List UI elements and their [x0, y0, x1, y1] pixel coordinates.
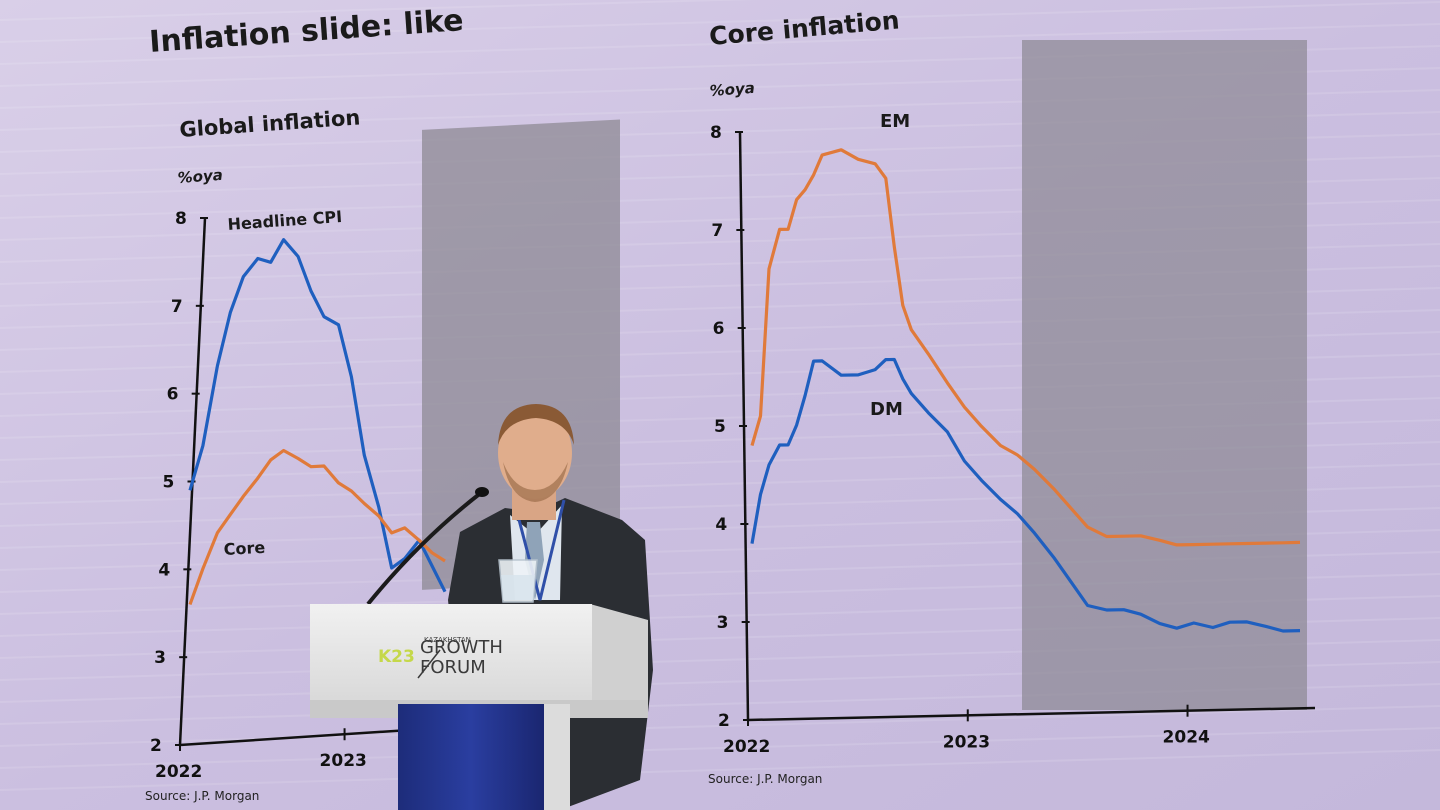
forum-logo-slash — [417, 649, 441, 679]
core-inflation-chart: Core inflation %oya EM DM Source: J.P. M… — [708, 5, 1316, 786]
podium-top — [310, 604, 592, 706]
y-tick-label: 8 — [175, 209, 187, 229]
water-glass — [498, 559, 538, 603]
forum-logo-prefix: K23 — [378, 647, 415, 667]
x-axis — [747, 706, 1316, 722]
podium-base — [398, 704, 544, 810]
series-line-headline-cpi — [188, 238, 447, 593]
y-tick-label: 5 — [714, 417, 726, 437]
speaker-head — [498, 407, 572, 499]
scanline — [0, 727, 1440, 769]
microphone — [366, 487, 489, 606]
podium: K23 KAZAKHSTAN GROWTH FORUM — [310, 604, 648, 810]
microphone-stem — [366, 490, 484, 606]
series-label-dm: DM — [870, 399, 903, 420]
y-tick-label: 8 — [710, 123, 722, 143]
scanline — [0, 0, 757, 21]
y-tick-label: 7 — [171, 297, 183, 317]
series-line-dm — [750, 357, 1301, 633]
series-label-em: EM — [880, 111, 910, 132]
y-tick-label: 3 — [154, 648, 166, 668]
forum-logo-kazakhstan: KAZAKHSTAN — [424, 636, 471, 644]
x-tick-label: 2023 — [320, 751, 367, 771]
chart-source: Source: J.P. Morgan — [708, 772, 822, 786]
forecast-shade — [422, 119, 620, 590]
chart-source: Source: J.P. Morgan — [145, 789, 259, 803]
forecast-shade — [1022, 40, 1307, 710]
scanline — [0, 705, 1440, 747]
y-tick-label: 6 — [167, 385, 179, 405]
y-tick-label: 7 — [711, 221, 723, 241]
scanline — [0, 1, 1440, 43]
microphone-head — [475, 487, 489, 497]
series-line-em — [750, 148, 1301, 547]
x-tick-label: 2022 — [155, 762, 202, 782]
y-unit-label: %oya — [177, 166, 223, 187]
forum-logo-line2: FORUM — [420, 657, 486, 678]
lanyard — [515, 499, 566, 601]
x-tick-label: 2022 — [723, 737, 770, 757]
scanline — [0, 23, 1440, 65]
x-axis — [179, 726, 441, 747]
speaker-hair — [498, 404, 574, 445]
y-unit-label: %oya — [709, 79, 755, 100]
y-tick-label: 5 — [163, 473, 175, 493]
y-tick-label: 6 — [713, 319, 725, 339]
series-line-core — [188, 448, 446, 606]
scanline — [0, 749, 1440, 791]
forum-logo-line1: GROWTH — [420, 637, 503, 658]
y-tick-label: 4 — [715, 515, 727, 535]
series-label-core: Core — [223, 538, 266, 559]
y-tick-label: 3 — [717, 613, 729, 633]
y-tick-label: 2 — [718, 711, 730, 731]
speaker-beard — [503, 462, 568, 502]
x-tick-label: 2024 — [1163, 728, 1210, 748]
y-tick-label: 4 — [158, 560, 170, 580]
x-tick-label: 2023 — [943, 732, 990, 752]
podium-side — [590, 604, 648, 718]
y-tick-label: 2 — [150, 736, 162, 756]
podium-base-right — [544, 704, 570, 810]
